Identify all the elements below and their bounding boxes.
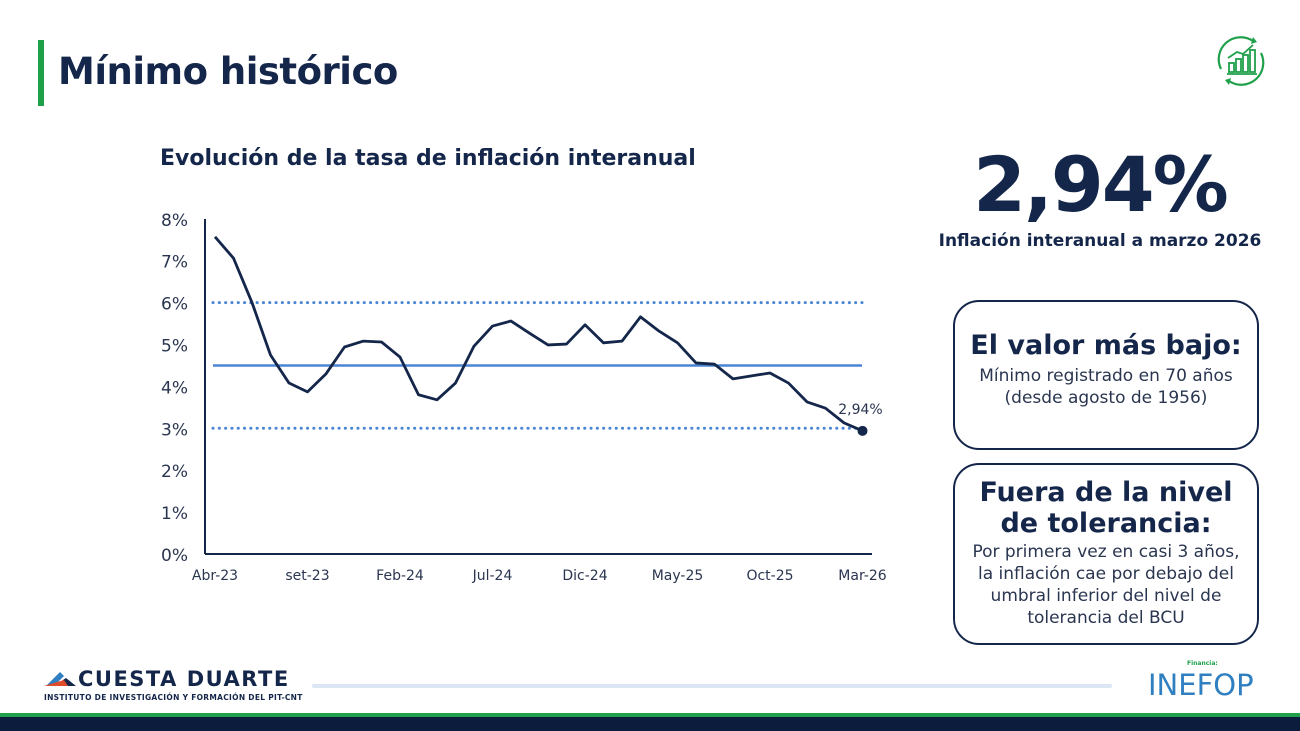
- page-title: Mínimo histórico: [58, 50, 398, 93]
- y-tick-label: 5%: [161, 337, 188, 357]
- growth-chart-icon: [1217, 36, 1265, 86]
- highlight-value: 2,94%: [973, 140, 1229, 229]
- y-tick-label: 0%: [161, 546, 188, 566]
- y-tick-label: 4%: [161, 378, 188, 398]
- card-text: Mínimo registrado en 70 años (desde agos…: [979, 366, 1233, 408]
- x-tick-label: Dic-24: [562, 568, 607, 584]
- y-tick-label: 1%: [161, 504, 188, 524]
- x-tick-label: Abr-23: [192, 568, 238, 584]
- highlight-caption: Inflación interanual a marzo 2026: [938, 231, 1262, 251]
- x-tick-label: set-23: [285, 568, 329, 584]
- card-title: Fuera de la nivel de tolerancia:: [979, 477, 1233, 539]
- funder-label: Financia:: [1187, 660, 1218, 667]
- x-tick-label: Mar-26: [838, 568, 886, 584]
- card-title: El valor más bajo:: [970, 330, 1242, 361]
- footer-navy-strip: [0, 717, 1300, 731]
- y-tick-label: 7%: [161, 253, 188, 273]
- footer-divider: [312, 684, 1112, 688]
- cuesta-duarte-logo-icon: [44, 672, 76, 686]
- inflation-series-line: [213, 235, 864, 433]
- footer-green-strip: [0, 713, 1300, 717]
- x-tick-label: Jul-24: [472, 568, 513, 584]
- x-tick-label: Oct-25: [746, 568, 793, 584]
- x-tick-label: Feb-24: [376, 568, 424, 584]
- y-tick-label: 2%: [161, 462, 188, 482]
- title-accent-bar: [38, 40, 44, 106]
- org-subtitle: INSTITUTO DE INVESTIGACIÓN Y FORMACIÓN D…: [44, 693, 303, 702]
- last-value-label: 2,94%: [838, 402, 882, 418]
- y-tick-label: 6%: [161, 295, 188, 315]
- x-tick-label: May-25: [652, 568, 704, 584]
- y-tick-label: 8%: [161, 211, 188, 231]
- chart-title: Evolución de la tasa de inflación intera…: [160, 146, 696, 171]
- data-point: [857, 425, 868, 436]
- card-lowest-value: El valor más bajo: Mínimo registrado en …: [953, 300, 1259, 450]
- y-tick-label: 3%: [161, 420, 188, 440]
- org-name: CUESTA DUARTE: [78, 667, 290, 691]
- inefop-logo: INEFOP: [1148, 668, 1254, 702]
- card-text: Por primera vez en casi 3 años, la infla…: [972, 542, 1240, 628]
- card-out-of-tolerance: Fuera de la nivel de tolerancia: Por pri…: [953, 463, 1259, 645]
